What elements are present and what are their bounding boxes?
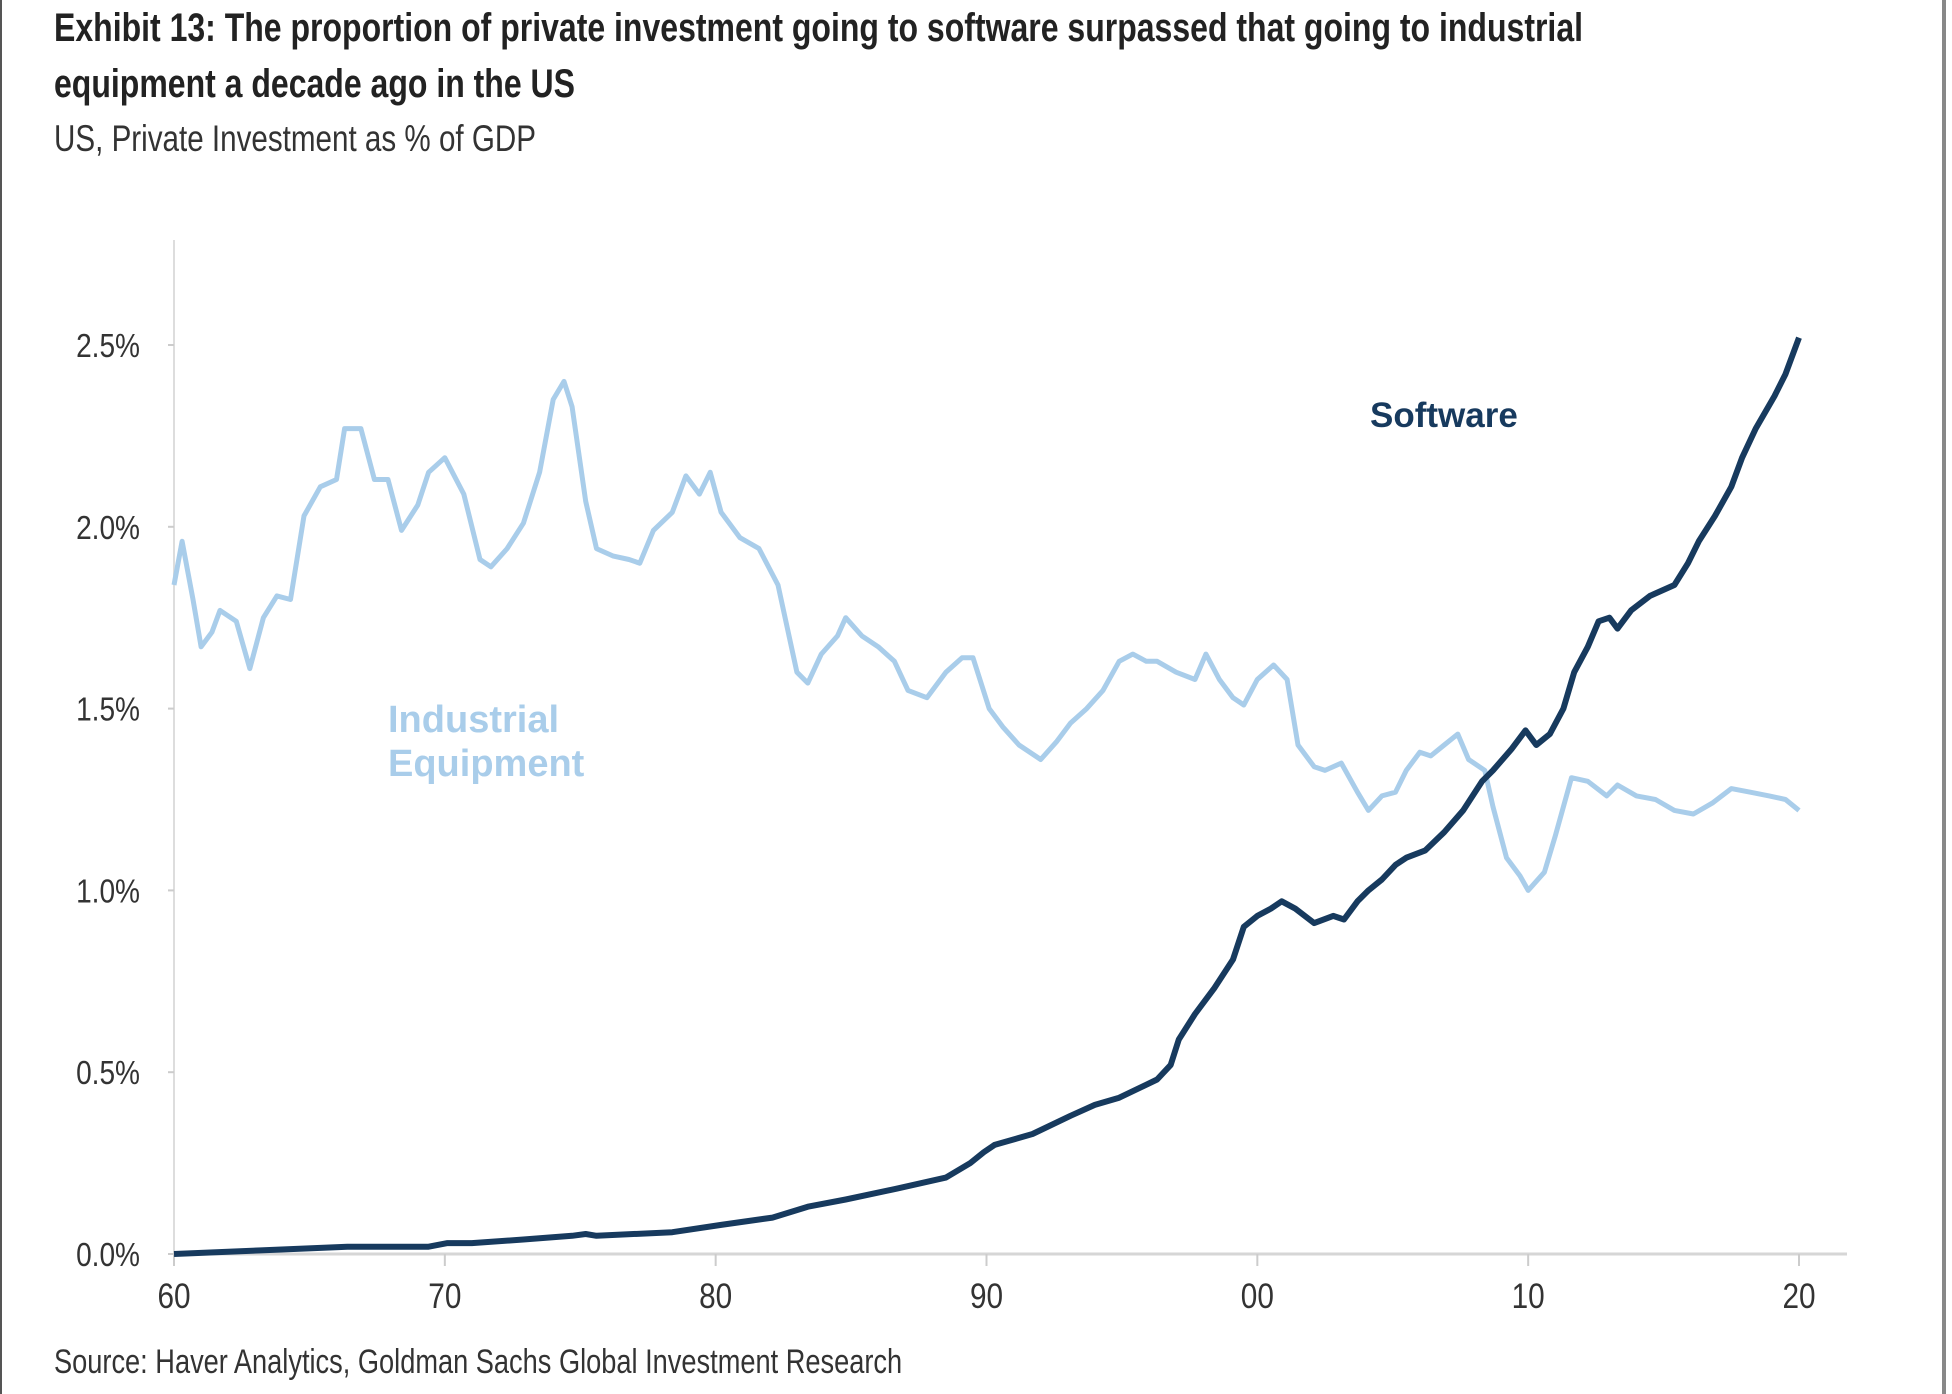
chart-subtitle: US, Private Investment as % of GDP bbox=[54, 118, 536, 159]
series-label-equipment: Equipment bbox=[388, 743, 585, 785]
y-tick-label: 0.5% bbox=[76, 1055, 140, 1092]
y-tick-label: 1.0% bbox=[76, 873, 140, 910]
chart-title-line-1: Exhibit 13: The proportion of private in… bbox=[54, 6, 1583, 50]
chart-title-line-2: equipment a decade ago in the US bbox=[54, 62, 575, 106]
x-tick-label: 80 bbox=[699, 1277, 732, 1316]
y-tick-label: 2.5% bbox=[76, 328, 140, 365]
y-tick-label: 0.0% bbox=[76, 1237, 140, 1274]
x-tick-label: 60 bbox=[157, 1277, 190, 1316]
x-tick-label: 70 bbox=[428, 1277, 461, 1316]
x-tick-label: 00 bbox=[1241, 1277, 1274, 1316]
series-line-industrial-equipment bbox=[171, 378, 1801, 893]
x-tick-label: 20 bbox=[1782, 1277, 1815, 1316]
y-tick-label: 2.0% bbox=[76, 510, 140, 547]
x-tick-label: 10 bbox=[1512, 1277, 1545, 1316]
series-label-software: Software bbox=[1370, 396, 1518, 435]
source-note: Source: Haver Analytics, Goldman Sachs G… bbox=[54, 1343, 903, 1381]
x-tick-label: 90 bbox=[970, 1277, 1003, 1316]
series-label-industrial: Industrial bbox=[388, 699, 559, 741]
y-tick-label: 1.5% bbox=[76, 692, 140, 729]
series-line-software bbox=[173, 336, 1802, 1257]
